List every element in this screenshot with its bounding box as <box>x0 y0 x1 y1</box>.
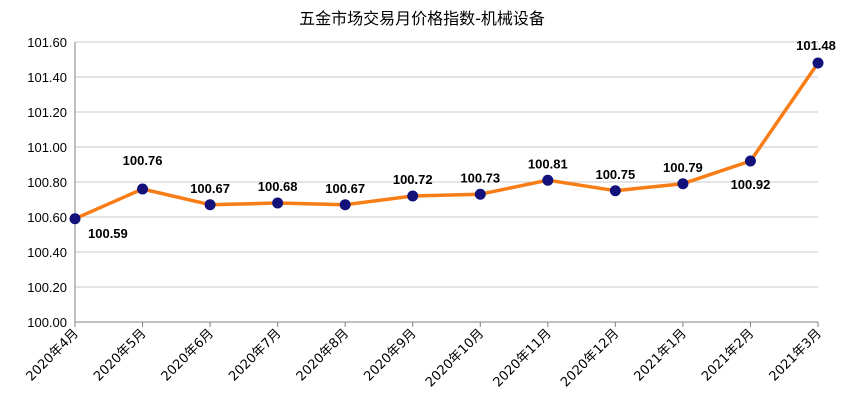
axis-layer <box>74 42 819 327</box>
marker-layer <box>69 57 824 225</box>
x-tick-label: 2020年11月 <box>491 326 555 390</box>
data-point <box>69 213 81 225</box>
data-point <box>137 183 149 195</box>
data-label: 101.48 <box>796 38 836 53</box>
data-label: 100.76 <box>123 153 163 168</box>
data-label: 100.73 <box>460 170 500 185</box>
data-label: 100.92 <box>731 177 771 192</box>
series-line <box>73 61 820 221</box>
data-label: 100.68 <box>258 179 298 194</box>
data-label: 100.59 <box>88 226 128 241</box>
x-tick-label: 2020年8月 <box>294 326 352 384</box>
data-point <box>339 199 351 211</box>
y-tick-label: 100.20 <box>27 280 67 295</box>
y-tick-label: 100.00 <box>27 315 67 330</box>
x-tick-labels: 2020年4月 2020年5月 2020年6月 2020年7月 2020年8月 2020年… <box>24 326 825 390</box>
x-tick-label: 2020年6月 <box>159 326 217 384</box>
data-label: 100.79 <box>663 160 703 175</box>
data-label-layer: 100.59 100.76 100.67 100.68 100.67 100.72 100.… <box>88 38 836 241</box>
data-point <box>609 185 621 197</box>
chart-title: 五金市场交易月价格指数-机械设备 <box>299 9 545 28</box>
data-label: 100.75 <box>595 167 635 182</box>
y-tick-label: 100.80 <box>27 175 67 190</box>
x-tick-label: 2020年5月 <box>91 326 149 384</box>
y-tick-label: 101.20 <box>27 105 67 120</box>
data-label: 100.67 <box>325 181 365 196</box>
x-tick-label: 2020年9月 <box>361 326 419 384</box>
data-label: 100.81 <box>528 156 568 171</box>
x-tick-label: 2021年2月 <box>699 326 757 384</box>
data-label: 100.67 <box>190 181 230 196</box>
data-point <box>542 174 554 186</box>
data-point <box>744 155 756 167</box>
y-tick-label: 101.60 <box>27 35 67 50</box>
data-point <box>812 57 824 69</box>
data-point <box>204 199 216 211</box>
data-point <box>272 197 284 209</box>
grid-layer <box>75 41 818 323</box>
y-tick-label: 101.40 <box>27 70 67 85</box>
data-point <box>407 190 419 202</box>
x-tick-label: 2021年3月 <box>767 326 825 384</box>
data-label: 100.72 <box>393 172 433 187</box>
y-tick-label: 101.00 <box>27 140 67 155</box>
data-point <box>474 188 486 200</box>
y-tick-label: 100.40 <box>27 245 67 260</box>
x-tick-label: 2020年4月 <box>24 326 82 384</box>
series-line-layer <box>73 61 820 221</box>
x-tick-label: 2020年7月 <box>226 326 284 384</box>
x-tick-label: 2020年12月 <box>558 326 622 390</box>
y-tick-labels: 100.00 100.20 100.40 100.60 100.80 101.00 101.… <box>27 35 67 330</box>
data-point <box>677 178 689 190</box>
x-tick-label: 2020年10月 <box>423 326 487 390</box>
y-tick-label: 100.60 <box>27 210 67 225</box>
x-tick-label: 2021年1月 <box>632 326 690 384</box>
